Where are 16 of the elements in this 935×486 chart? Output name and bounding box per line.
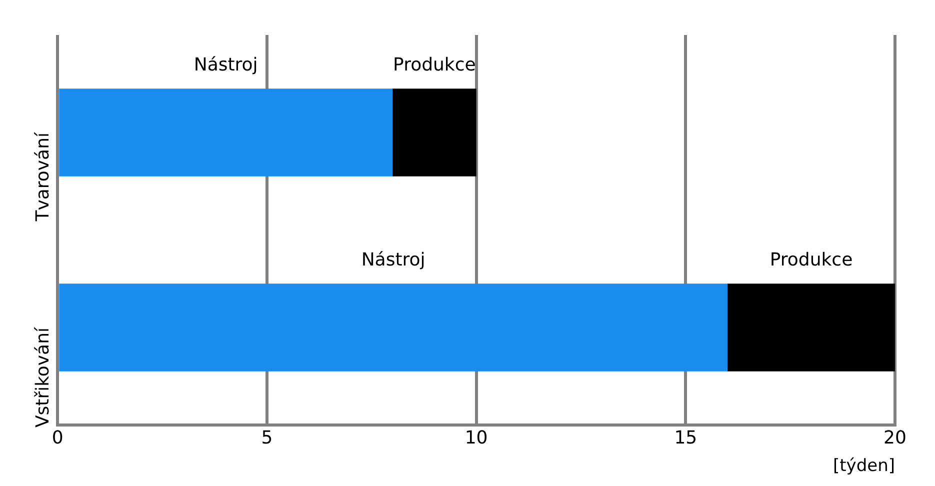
- series-label: Produkce: [770, 249, 853, 270]
- bar: [728, 284, 895, 372]
- text: Nástroj: [194, 54, 258, 76]
- y-tick-label: Vstřikování: [32, 326, 54, 428]
- x-axis-title: [týden]: [832, 456, 895, 476]
- x-tick-label: 20: [884, 427, 906, 448]
- x-tick-label: 15: [674, 427, 698, 448]
- series-label: Nástroj: [361, 249, 426, 270]
- y-tick-label: Tvarování: [32, 132, 54, 222]
- x-tick-label: 0: [52, 427, 64, 448]
- text: Produkce: [393, 54, 476, 76]
- bar: [59, 88, 393, 176]
- bar: [59, 284, 728, 372]
- x-tick-label: 5: [261, 427, 273, 448]
- x-tick-label: 10: [464, 427, 488, 448]
- bar: [392, 88, 476, 176]
